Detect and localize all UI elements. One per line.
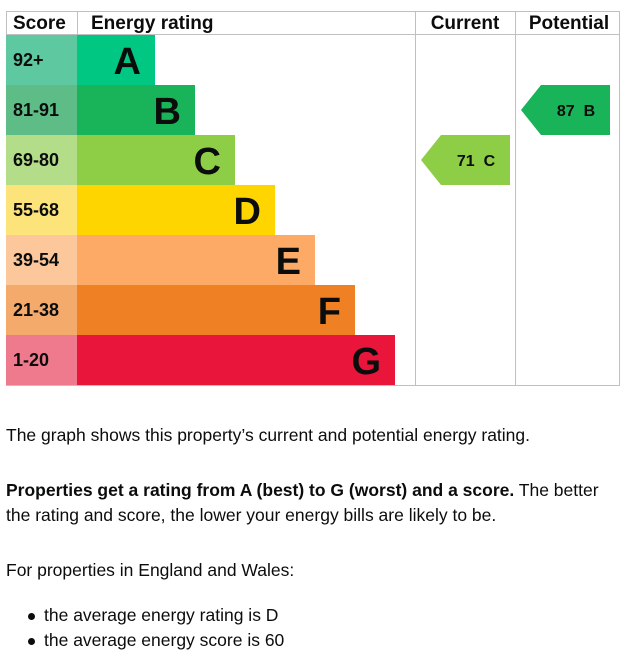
average-score-item: the average energy score is 60 bbox=[6, 628, 284, 653]
score-cell bbox=[6, 135, 77, 185]
score-label: 1-20 bbox=[13, 350, 49, 370]
header-current: Current bbox=[431, 13, 500, 34]
average-list: the average energy rating is D the avera… bbox=[6, 603, 284, 653]
rating-bands: 92+ A 81-91 B 69-80 C 55-68 D 39-54 E 21-38 F 1-20 G bbox=[6, 35, 395, 385]
band-letter: C bbox=[194, 141, 221, 183]
score-cell bbox=[6, 285, 77, 335]
energy-rating-chart: Score Energy rating Current Potential 92… bbox=[6, 11, 620, 386]
header-energy-rating: Energy rating bbox=[91, 13, 213, 34]
band-letter: A bbox=[114, 41, 141, 83]
potential-rating-label: 87 B bbox=[557, 103, 595, 120]
score-label: 69-80 bbox=[13, 150, 59, 170]
band-bar-b bbox=[77, 85, 195, 135]
rating-explanation-rest: The better the rating and score, the low… bbox=[6, 480, 599, 525]
score-label: 21-38 bbox=[13, 300, 59, 320]
average-rating-item: the average energy rating is D bbox=[6, 603, 284, 628]
score-cell bbox=[6, 335, 77, 385]
band-bar-c bbox=[77, 135, 235, 185]
score-label: 55-68 bbox=[13, 200, 59, 220]
header-score: Score bbox=[13, 13, 66, 34]
potential-rating-arrow bbox=[521, 85, 610, 135]
band-letter: E bbox=[276, 241, 301, 283]
score-cell bbox=[6, 235, 77, 285]
graph-description: The graph shows this property’s current … bbox=[6, 425, 531, 445]
current-rating-arrow bbox=[421, 135, 510, 185]
band-bar-e bbox=[77, 235, 315, 285]
band-letter: G bbox=[351, 341, 381, 383]
rating-explanation-bold: Properties get a rating from A (best) to… bbox=[6, 480, 515, 500]
band-letter: F bbox=[318, 291, 341, 333]
score-cell bbox=[6, 185, 77, 235]
band-letter: D bbox=[234, 191, 261, 233]
score-cell bbox=[6, 35, 77, 85]
score-cell bbox=[6, 85, 77, 135]
rating-markers: 71 C 87 B bbox=[421, 85, 610, 185]
england-wales-intro: For properties in England and Wales: bbox=[6, 560, 295, 580]
score-label: 92+ bbox=[13, 50, 44, 70]
band-bar-f bbox=[77, 285, 355, 335]
score-label: 81-91 bbox=[13, 100, 59, 120]
header-potential: Potential bbox=[529, 13, 609, 34]
band-bar-a bbox=[77, 35, 155, 85]
band-bar-g bbox=[77, 335, 395, 385]
score-label: 39-54 bbox=[13, 250, 59, 270]
current-rating-label: 71 C bbox=[457, 153, 496, 170]
band-letter: B bbox=[154, 91, 181, 133]
rating-explanation: Properties get a rating from A (best) to… bbox=[6, 478, 620, 528]
band-bar-d bbox=[77, 185, 275, 235]
